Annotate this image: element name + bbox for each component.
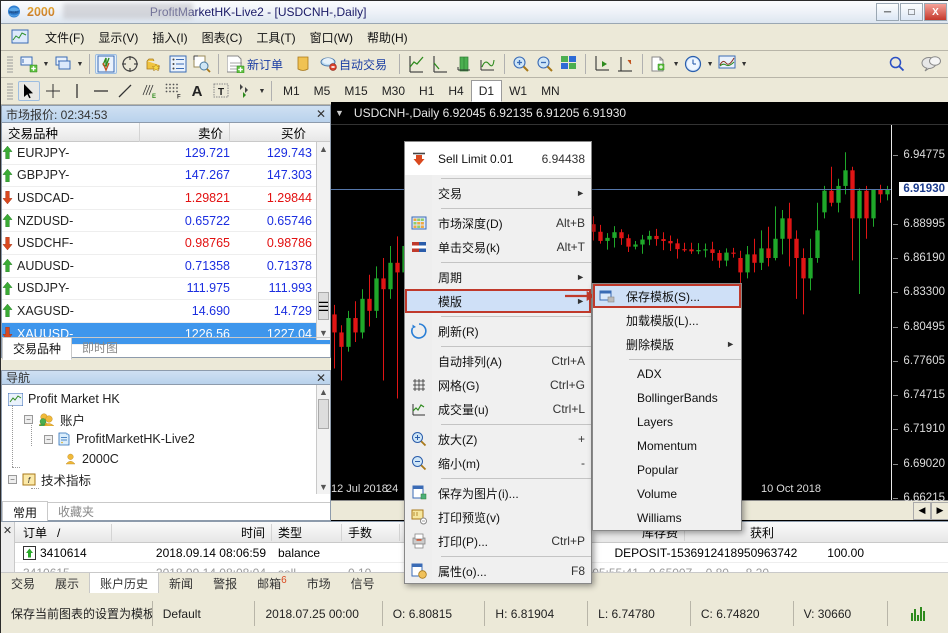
svg-text:E: E xyxy=(152,94,156,99)
svg-text:PROFIT: PROFIT xyxy=(9,11,19,15)
svg-text:T: T xyxy=(218,87,224,98)
svg-text:F: F xyxy=(177,95,181,100)
